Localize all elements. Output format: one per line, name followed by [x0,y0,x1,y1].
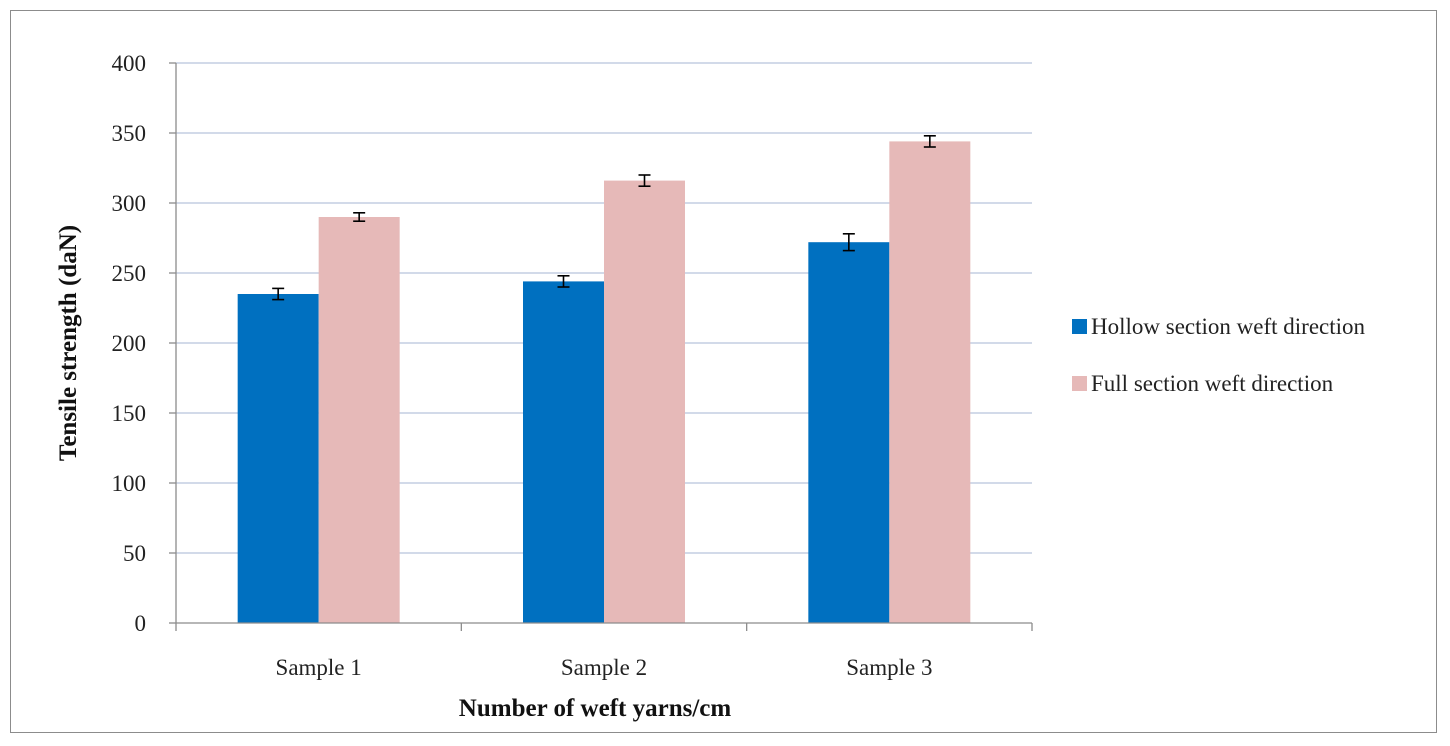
error-bars [272,135,936,301]
legend: Hollow section weft direction Full secti… [1072,314,1366,396]
y-tick-label: 400 [112,51,147,76]
x-axis-title: Number of weft yarns/cm [459,695,732,722]
bar-full-3 [889,141,971,623]
y-tick-label: 100 [112,471,147,496]
bar-hollow-1 [237,294,319,623]
x-tick-label: Sample 3 [846,655,932,680]
bar-full-1 [318,217,400,623]
legend-swatch-full [1072,376,1087,391]
y-tick-label: 0 [135,611,147,636]
legend-swatch-hollow [1072,319,1087,334]
legend-label-hollow: Hollow section weft direction [1091,314,1366,339]
y-tick-label: 250 [112,261,147,286]
bar-full-2 [604,180,685,623]
y-tick-label: 150 [112,401,147,426]
y-axis-title: Tensile strength (daN) [55,225,82,461]
y-tick-label: 300 [112,191,147,216]
x-tick-label: Sample 2 [561,655,647,680]
y-tick-label: 200 [112,331,147,356]
y-tick-label: 50 [123,541,146,566]
y-tick-label: 350 [112,121,147,146]
tick-labels: 0 50 100 150 200 250 300 350 400 Sample 1 Sample 2… [112,51,933,680]
x-tick-label: Sample 1 [276,655,362,680]
legend-label-full: Full section weft direction [1091,371,1334,396]
axes [169,62,1033,631]
bar-hollow-3 [808,242,890,623]
bar-hollow-2 [523,281,604,623]
bars [237,141,971,623]
